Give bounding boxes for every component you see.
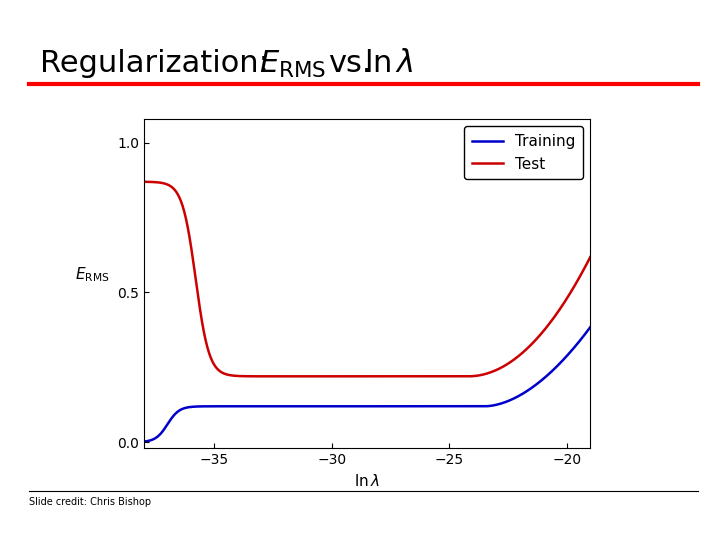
- Training: [586, 324, 595, 330]
- Text: vs.: vs.: [328, 49, 371, 78]
- Test: [586, 254, 595, 260]
- Text: $\ln \lambda$: $\ln \lambda$: [364, 49, 413, 78]
- Test: [525, 343, 534, 350]
- Legend: Training, Test: Training, Test: [464, 126, 582, 179]
- Training: [140, 438, 148, 445]
- Training: [524, 387, 533, 393]
- Line: Test: Test: [144, 182, 590, 376]
- Test: [140, 179, 148, 185]
- Test: [399, 373, 408, 380]
- Test: [410, 373, 419, 380]
- Training: [167, 415, 176, 422]
- Test: [167, 184, 176, 190]
- Test: [479, 372, 487, 378]
- Text: $E_{\rm RMS}$: $E_{\rm RMS}$: [259, 49, 326, 80]
- Training: [410, 403, 419, 409]
- Test: [424, 373, 433, 380]
- Training: [478, 403, 487, 409]
- Line: Training: Training: [144, 327, 590, 442]
- Training: [399, 403, 408, 409]
- X-axis label: $\ln \lambda$: $\ln \lambda$: [354, 472, 380, 489]
- Y-axis label: $E_{\mathrm{RMS}}$: $E_{\mathrm{RMS}}$: [75, 265, 109, 284]
- Training: [424, 403, 433, 409]
- Text: Regularization:: Regularization:: [40, 49, 288, 78]
- Text: Slide credit: Chris Bishop: Slide credit: Chris Bishop: [29, 497, 151, 507]
- Test: [449, 373, 458, 380]
